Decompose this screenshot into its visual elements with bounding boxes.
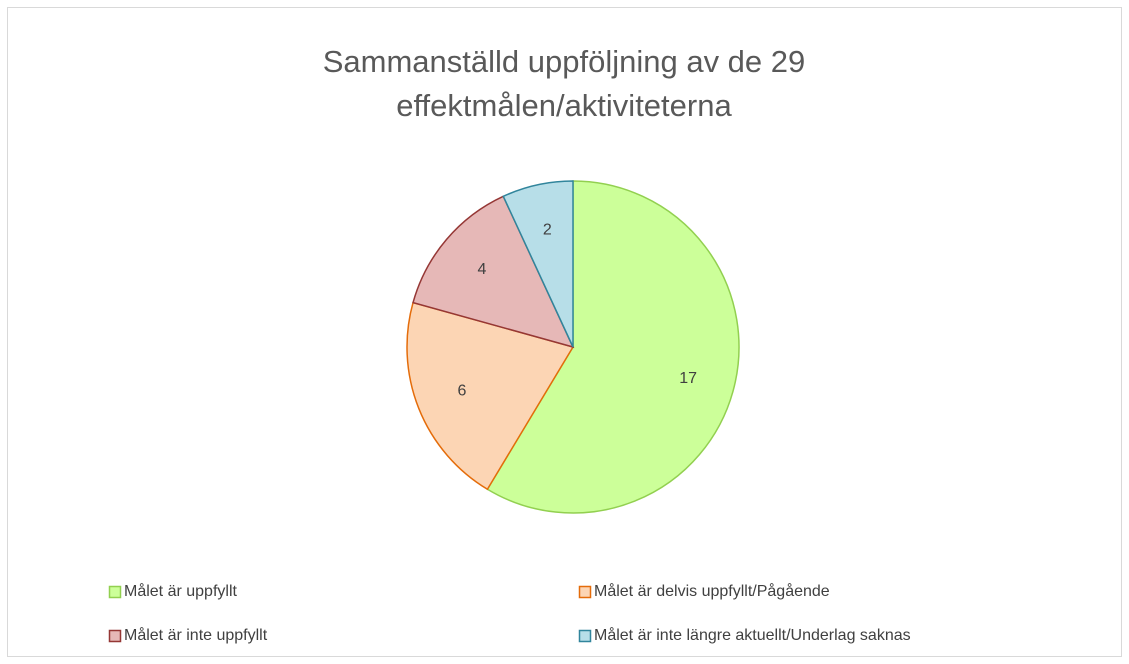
data-label: 17: [679, 370, 697, 387]
legend-swatch: [578, 585, 592, 599]
legend-swatch: [108, 585, 122, 599]
legend-swatch: [108, 629, 122, 643]
pie-slice: [502, 180, 574, 348]
data-label: 6: [458, 382, 467, 399]
legend-swatch: [578, 629, 592, 643]
data-label: 4: [477, 261, 486, 278]
legend-label: Målet är inte uppfyllt: [124, 626, 268, 644]
chart-title: Sammanställd uppföljning av de 29 effekt…: [322, 44, 806, 123]
legend-label: Målet är uppfyllt: [124, 582, 237, 600]
pie-slice: [412, 195, 575, 349]
pie-slice: [406, 301, 575, 491]
data-label: 2: [543, 221, 552, 238]
pie-slice: [486, 180, 740, 514]
legend-label: Målet är delvis uppfyllt/Pågående: [594, 582, 830, 600]
legend-label: Målet är inte längre aktuellt/Underlag s…: [594, 626, 911, 644]
